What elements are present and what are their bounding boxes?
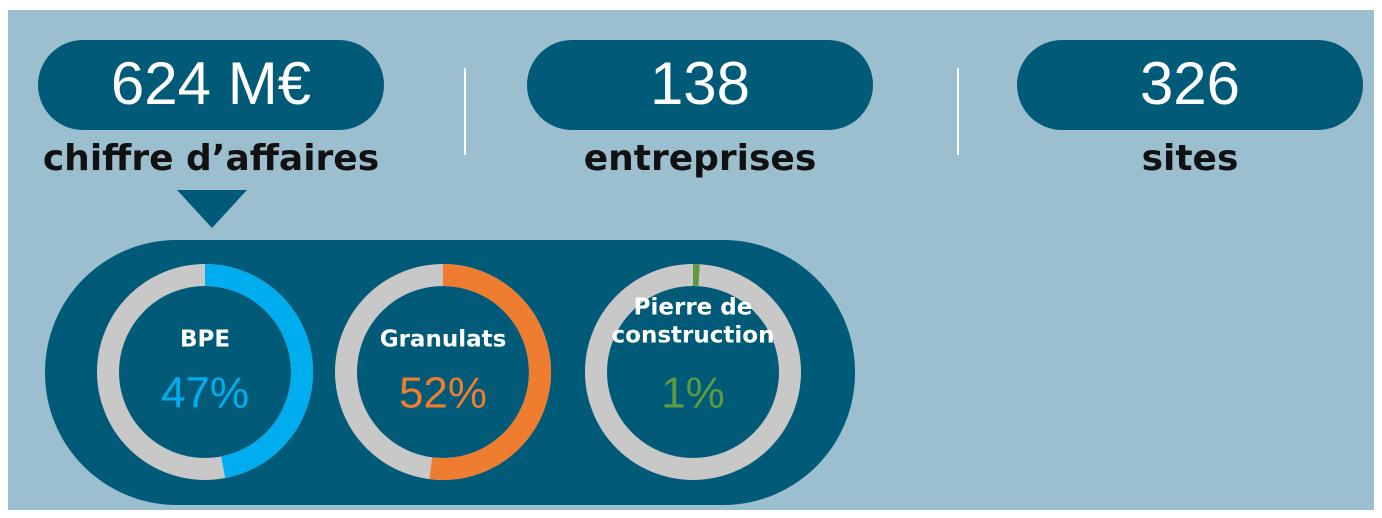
donut-percent: 47%: [161, 369, 249, 418]
stat-label: entreprises: [584, 138, 817, 179]
stat-value: 138: [650, 50, 750, 117]
donut-label: Granulats: [380, 327, 507, 353]
stat-pill: [1017, 40, 1363, 130]
donut-label: BPE: [180, 327, 230, 353]
donut-arc: [429, 264, 551, 480]
stat-value: 326: [1140, 50, 1240, 117]
donut-label: construction: [612, 323, 775, 349]
stat-value: 624 M€: [111, 50, 311, 117]
stat-label: chiffre d’affaires: [43, 138, 379, 179]
stat-label: sites: [1142, 138, 1239, 179]
donut-percent: 1%: [661, 369, 725, 418]
breakdown-panel: [45, 240, 855, 505]
donut-label: Pierre de: [634, 295, 753, 321]
donut-arc: [204, 264, 313, 479]
stat-pill: [38, 40, 384, 130]
stat-pill: [527, 40, 873, 130]
donut-percent: 52%: [399, 369, 487, 418]
pointer: [177, 190, 247, 228]
